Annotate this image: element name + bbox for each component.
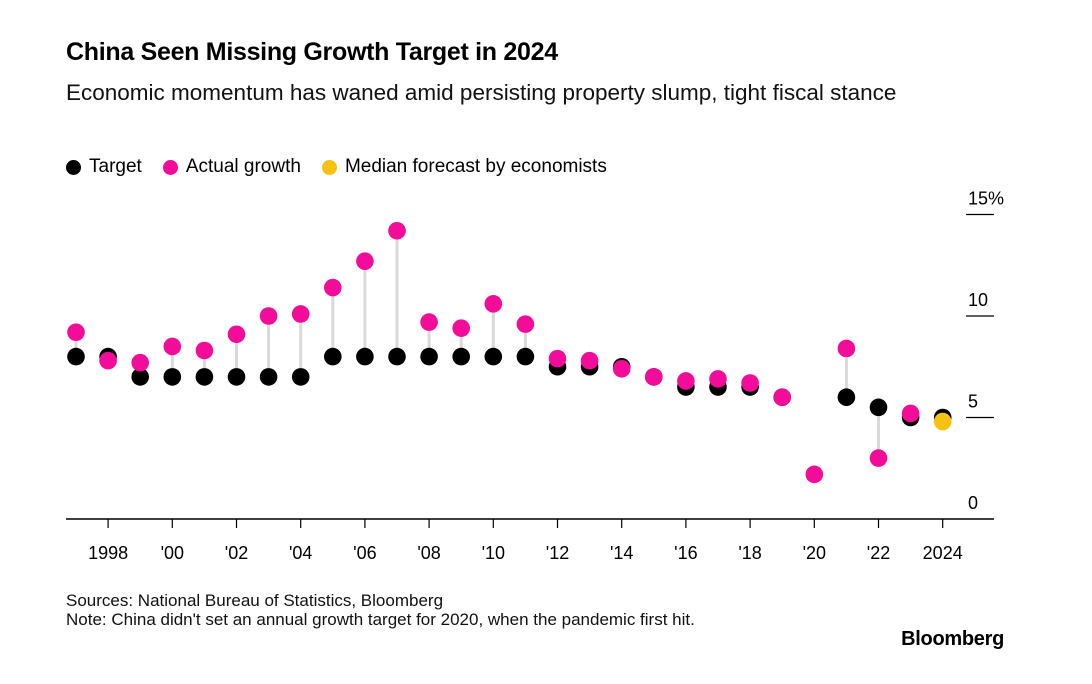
target-point xyxy=(291,368,310,386)
x-tick-label: '08 xyxy=(417,543,440,563)
legend-swatch-median-forecast xyxy=(321,159,337,175)
target-point xyxy=(516,347,535,366)
legend-swatch-target xyxy=(66,159,81,175)
y-axis-ticks: 0 5 10 15% xyxy=(966,189,1004,513)
target-point xyxy=(837,388,856,407)
target-point xyxy=(452,347,471,366)
actual-growth-point xyxy=(709,370,727,388)
actual-growth-point xyxy=(227,325,246,344)
y-tick-label: 10 xyxy=(968,290,988,310)
actual-growth-point xyxy=(901,404,920,423)
x-tick-label: '06 xyxy=(353,543,376,563)
y-tick-label: 5 xyxy=(968,392,978,412)
actual-growth-point xyxy=(99,351,117,370)
chart-subtitle: Economic momentum has waned amid persist… xyxy=(66,80,897,105)
median-forecast-point xyxy=(933,412,952,431)
actual-growth-point xyxy=(516,315,535,333)
legend-item-target: Target xyxy=(66,156,142,178)
actual-growth-point xyxy=(548,349,567,368)
x-tick-label: '16 xyxy=(674,543,697,563)
bloomberg-logo: Bloomberg xyxy=(901,628,1004,650)
x-tick-label: '12 xyxy=(546,543,569,563)
x-tick-label: '22 xyxy=(867,543,890,563)
legend-label-target: Target xyxy=(89,156,142,177)
actual-growth-point xyxy=(612,359,631,378)
target-point xyxy=(259,368,278,386)
actual-growth-point xyxy=(131,353,149,372)
actual-growth-point xyxy=(324,278,342,297)
actual-growth-point xyxy=(837,339,856,358)
sources-text: Sources: National Bureau of Statistics, … xyxy=(66,591,444,610)
x-tick-label: 1998 xyxy=(88,543,128,563)
actual-growth-point xyxy=(580,351,599,370)
target-point xyxy=(388,347,406,366)
actual-growth-point xyxy=(645,368,663,386)
target-point xyxy=(324,347,342,366)
target-point xyxy=(195,368,214,386)
target-point xyxy=(227,368,246,386)
actual-growth-point xyxy=(356,252,374,270)
actual-growth-point xyxy=(773,388,791,407)
x-tick-label: '04 xyxy=(289,543,312,563)
legend-label-median-forecast: Median forecast by economists xyxy=(344,156,607,177)
actual-growth-point xyxy=(677,372,695,390)
target-point xyxy=(356,347,374,366)
connector-lines xyxy=(74,230,880,459)
legend-swatch-actual-growth xyxy=(162,159,178,175)
x-tick-label: 2024 xyxy=(923,543,963,563)
chart-title: China Seen Missing Growth Target in 2024 xyxy=(66,38,558,66)
x-tick-label: '20 xyxy=(803,543,826,563)
target-point xyxy=(420,347,438,366)
actual-growth-point xyxy=(67,323,85,342)
target-point xyxy=(67,347,85,366)
x-axis: 1998 '00 '02 '04 '06 '08 '10 '12 '14 '16 '18 '20 '22… xyxy=(66,518,994,563)
target-point xyxy=(131,368,149,386)
legend-item-median-forecast: Median forecast by economists xyxy=(321,156,607,178)
note-text: Note: China didn't set an annual growth … xyxy=(66,610,695,629)
legend: Target Actual growth Median forecast by … xyxy=(66,156,628,178)
actual-growth-point xyxy=(259,307,278,325)
actual-growth-point xyxy=(741,374,759,392)
x-tick-label: '00 xyxy=(161,543,184,563)
target-point xyxy=(484,347,503,366)
legend-label-actual-growth: Actual growth xyxy=(185,156,301,177)
footer: Sources: National Bureau of Statistics, … xyxy=(66,591,811,629)
actual-growth-point xyxy=(388,221,406,240)
actual-growth-point xyxy=(452,319,471,337)
actual-growth-point xyxy=(869,449,888,467)
actual-growth-point xyxy=(420,313,438,331)
y-tick-label: 15% xyxy=(968,189,1004,209)
target-point xyxy=(869,398,888,417)
actual-growth-point xyxy=(163,337,182,356)
x-tick-label: '02 xyxy=(225,543,248,563)
y-tick-label: 0 xyxy=(968,493,978,513)
actual-growth-point xyxy=(484,295,503,313)
actual-growth-point xyxy=(195,341,214,360)
x-tick-label: '18 xyxy=(738,543,761,563)
x-tick-label: '10 xyxy=(482,543,505,563)
data-points xyxy=(67,221,952,484)
target-point xyxy=(163,368,182,386)
legend-item-actual-growth: Actual growth xyxy=(162,156,301,178)
actual-growth-point xyxy=(805,465,824,484)
x-tick-label: '14 xyxy=(610,543,633,563)
actual-growth-point xyxy=(291,305,310,323)
